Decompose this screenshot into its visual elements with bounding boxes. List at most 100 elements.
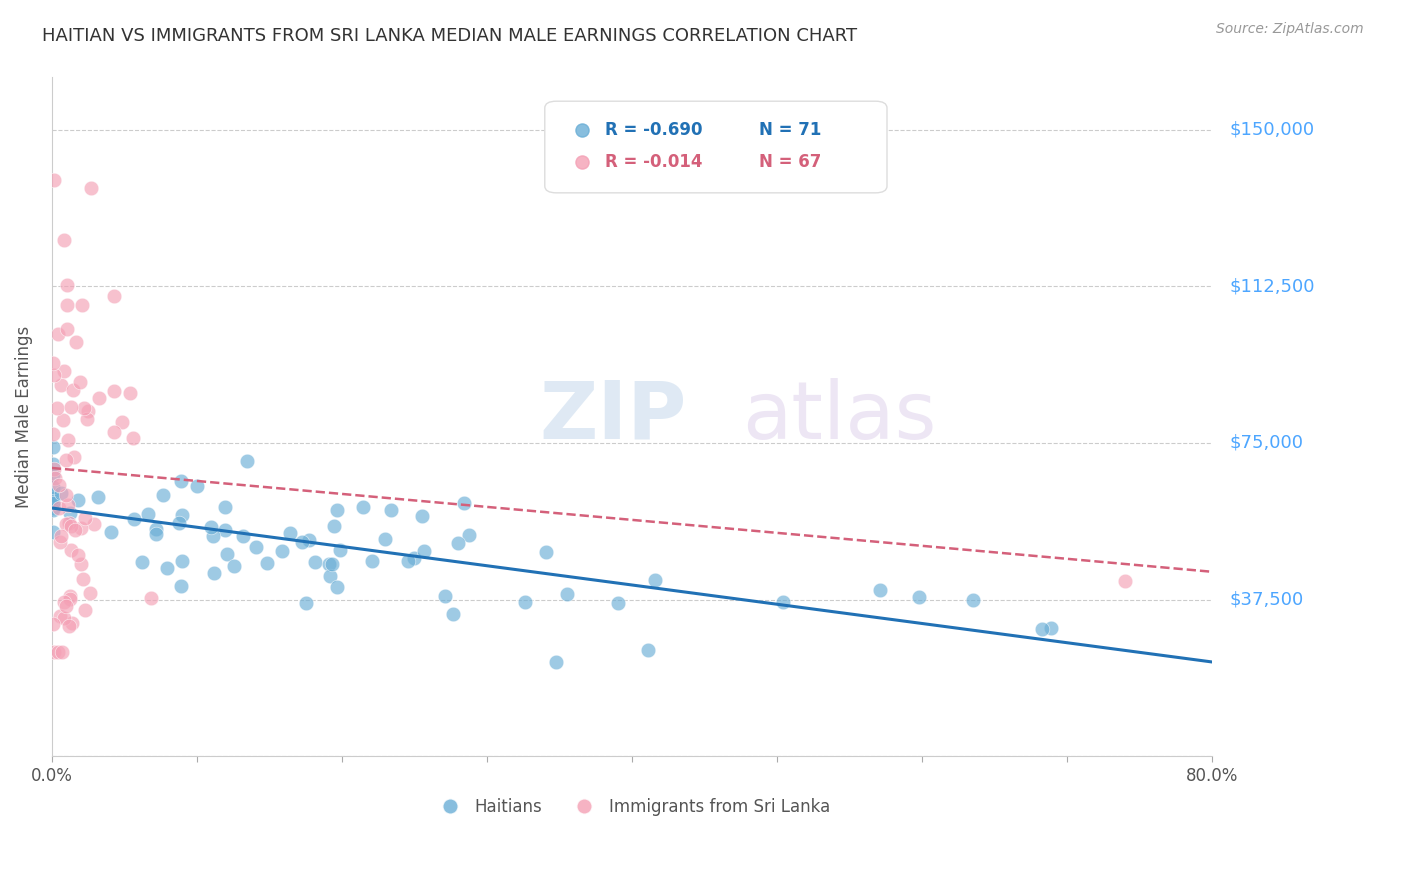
Text: Source: ZipAtlas.com: Source: ZipAtlas.com (1216, 22, 1364, 37)
Point (534, 545, 557, 559)
Point (295, 596, 318, 610)
Text: atlas: atlas (742, 378, 936, 456)
Point (42, 645, 65, 659)
Point (44, 368, 66, 383)
Point (55, 452, 77, 467)
Point (42, 427, 65, 442)
Point (360, 554, 382, 568)
Point (48, 478, 70, 492)
Point (60, 615, 83, 630)
Point (62, 383, 84, 397)
Point (52, 233, 75, 247)
Point (411, 508, 433, 523)
Point (772, 594, 794, 608)
Point (172, 554, 194, 568)
Point (1031, 622, 1053, 636)
Point (271, 544, 294, 558)
Point (49, 535, 72, 549)
Point (87, 491, 110, 505)
Point (103, 289, 125, 303)
Point (278, 526, 301, 541)
Point (703, 749, 725, 764)
Point (83, 516, 105, 531)
Point (167, 516, 190, 530)
Point (319, 569, 342, 583)
Point (122, 512, 145, 526)
Point (75, 603, 97, 617)
Point (644, 573, 666, 587)
Point (323, 519, 346, 533)
Point (329, 542, 352, 557)
Point (42, 440, 65, 454)
Text: $37,500: $37,500 (1229, 591, 1303, 608)
Point (66, 548, 89, 562)
Point (42, 480, 65, 494)
Point (52, 595, 75, 609)
Point (42, 356, 65, 370)
Point (224, 558, 246, 573)
Point (56, 498, 79, 512)
Point (46, 401, 69, 415)
Point (256, 556, 278, 570)
Point (53, 611, 76, 625)
Point (52, 412, 75, 426)
Point (453, 495, 475, 509)
Point (55, 488, 77, 502)
Point (42, 525, 65, 540)
Point (703, 749, 725, 764)
Point (42, 501, 65, 516)
Point (46, 645, 69, 659)
Point (89, 391, 111, 405)
Point (56, 298, 79, 312)
Point (49, 608, 72, 623)
Point (55, 517, 77, 532)
Point (555, 586, 578, 600)
Point (46, 326, 69, 341)
Point (42, 462, 65, 476)
Point (546, 655, 568, 669)
Text: HAITIAN VS IMMIGRANTS FROM SRI LANKA MEDIAN MALE EARNINGS CORRELATION CHART: HAITIAN VS IMMIGRANTS FROM SRI LANKA MED… (42, 27, 858, 45)
Point (908, 590, 931, 604)
Point (214, 500, 236, 515)
Point (59, 507, 82, 521)
Point (110, 416, 132, 430)
Point (58, 434, 80, 448)
Point (145, 527, 167, 541)
Point (55, 599, 77, 614)
Point (63, 450, 86, 464)
Point (170, 579, 193, 593)
Point (200, 520, 222, 534)
Point (298, 533, 321, 547)
Point (60, 519, 83, 533)
Point (44, 470, 66, 484)
Point (103, 384, 125, 398)
Point (70, 558, 93, 572)
Text: $112,500: $112,500 (1229, 277, 1315, 295)
Point (58, 516, 80, 531)
Point (42, 488, 65, 502)
Point (51, 645, 73, 659)
Point (304, 555, 326, 569)
Point (63, 523, 86, 537)
Point (326, 580, 349, 594)
Point (51, 528, 73, 542)
Point (156, 560, 179, 574)
Point (48, 500, 70, 515)
Point (79, 586, 101, 600)
Point (433, 589, 456, 603)
Point (58, 619, 80, 633)
Point (152, 488, 174, 502)
Point (236, 454, 259, 468)
Point (318, 557, 340, 571)
Point (65, 334, 87, 349)
Point (214, 523, 236, 537)
Text: R = -0.690: R = -0.690 (605, 120, 703, 139)
Point (69, 376, 91, 390)
Point (49, 377, 72, 392)
Point (186, 478, 208, 492)
Point (869, 582, 891, 597)
Point (100, 524, 122, 539)
Point (42, 173, 65, 187)
Point (60, 400, 83, 414)
Point (1039, 621, 1062, 635)
